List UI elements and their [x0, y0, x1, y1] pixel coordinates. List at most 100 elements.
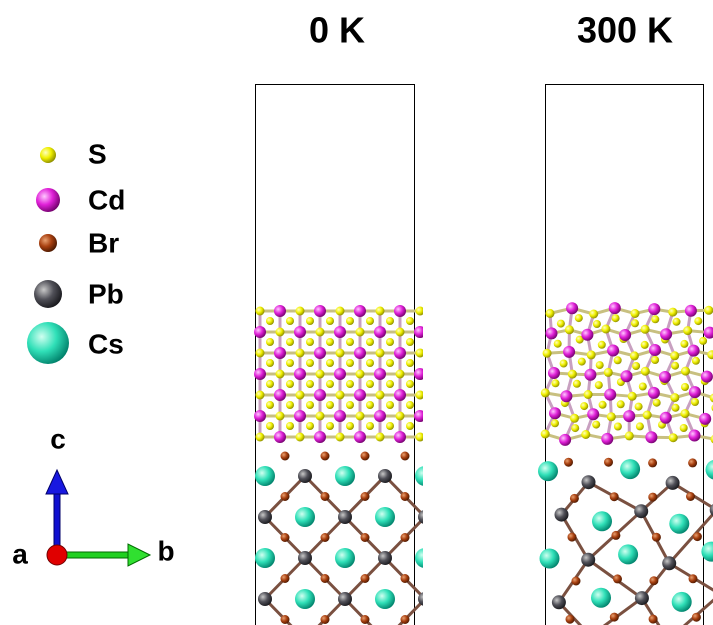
atom — [631, 309, 640, 318]
legend-label: Pb — [88, 278, 124, 309]
atom — [346, 338, 354, 346]
atom — [396, 412, 405, 421]
atom — [294, 410, 306, 422]
atom — [306, 359, 314, 367]
axis-label: a — [12, 538, 28, 569]
atom — [660, 412, 672, 424]
atom — [338, 510, 352, 524]
atom — [584, 390, 593, 399]
atom — [565, 325, 574, 334]
atom — [255, 466, 275, 486]
atom — [704, 306, 713, 315]
atom — [701, 371, 713, 383]
atom — [662, 556, 676, 570]
atom — [314, 305, 326, 317]
atom — [610, 613, 619, 622]
atom — [581, 329, 593, 341]
atom — [541, 430, 550, 439]
atom — [396, 328, 405, 337]
atom — [581, 430, 590, 439]
atom — [683, 326, 692, 335]
atom — [326, 422, 334, 430]
atom — [560, 360, 568, 368]
atom — [335, 548, 355, 568]
atom — [611, 531, 620, 540]
atom — [587, 408, 599, 420]
atom — [356, 412, 365, 421]
atom — [314, 347, 326, 359]
atom — [361, 615, 370, 624]
atom — [406, 422, 414, 430]
atom — [598, 341, 606, 349]
atom — [651, 315, 659, 323]
atom — [386, 380, 394, 388]
atom — [346, 317, 354, 325]
atom — [286, 317, 294, 325]
atom — [418, 510, 432, 524]
atom — [306, 422, 314, 430]
atom — [375, 589, 395, 609]
atom — [686, 492, 695, 501]
atom — [306, 401, 314, 409]
axes-indicator: c b a — [12, 423, 174, 569]
atom — [326, 317, 334, 325]
atom — [401, 615, 410, 624]
atom — [258, 510, 272, 524]
atom — [335, 466, 355, 486]
atom — [681, 383, 689, 391]
atom — [366, 359, 374, 367]
atom — [281, 615, 290, 624]
atom — [416, 433, 425, 442]
atom — [426, 380, 434, 388]
atom — [538, 461, 558, 481]
c-axis-head — [46, 470, 68, 494]
atom — [426, 317, 434, 325]
atom — [688, 458, 697, 467]
atom — [406, 401, 414, 409]
atom — [580, 402, 588, 410]
atom — [326, 401, 334, 409]
atom — [634, 504, 648, 518]
atom — [568, 370, 577, 379]
atom — [630, 351, 639, 360]
atom — [609, 302, 621, 314]
legend-atom — [36, 188, 60, 212]
atom — [266, 401, 274, 409]
atom — [286, 401, 294, 409]
panel-title: 0 K — [309, 10, 365, 51]
atom — [645, 431, 657, 443]
atom — [607, 412, 616, 421]
atom — [418, 592, 432, 606]
atom — [336, 349, 345, 358]
atom — [668, 308, 677, 317]
atom — [552, 379, 560, 387]
atom — [334, 410, 346, 422]
atom — [623, 410, 635, 422]
atom — [406, 380, 414, 388]
atom — [281, 492, 290, 501]
atom — [266, 359, 274, 367]
atom — [256, 433, 265, 442]
panel-title: 300 K — [577, 10, 673, 51]
atom — [426, 338, 434, 346]
atom — [416, 307, 425, 316]
atom — [316, 370, 325, 379]
atoms — [538, 302, 713, 625]
atom — [274, 389, 286, 401]
atom — [346, 401, 354, 409]
atom — [563, 346, 575, 358]
atom — [672, 592, 692, 612]
atom — [414, 368, 426, 380]
atom — [587, 350, 596, 359]
atom — [401, 452, 410, 461]
atom — [338, 592, 352, 606]
atom — [689, 386, 701, 398]
atom — [346, 359, 354, 367]
atom — [641, 341, 649, 349]
atom — [649, 576, 658, 585]
atom — [276, 328, 285, 337]
atom — [610, 492, 619, 501]
atom — [414, 326, 426, 338]
atom — [378, 469, 392, 483]
atom — [314, 389, 326, 401]
